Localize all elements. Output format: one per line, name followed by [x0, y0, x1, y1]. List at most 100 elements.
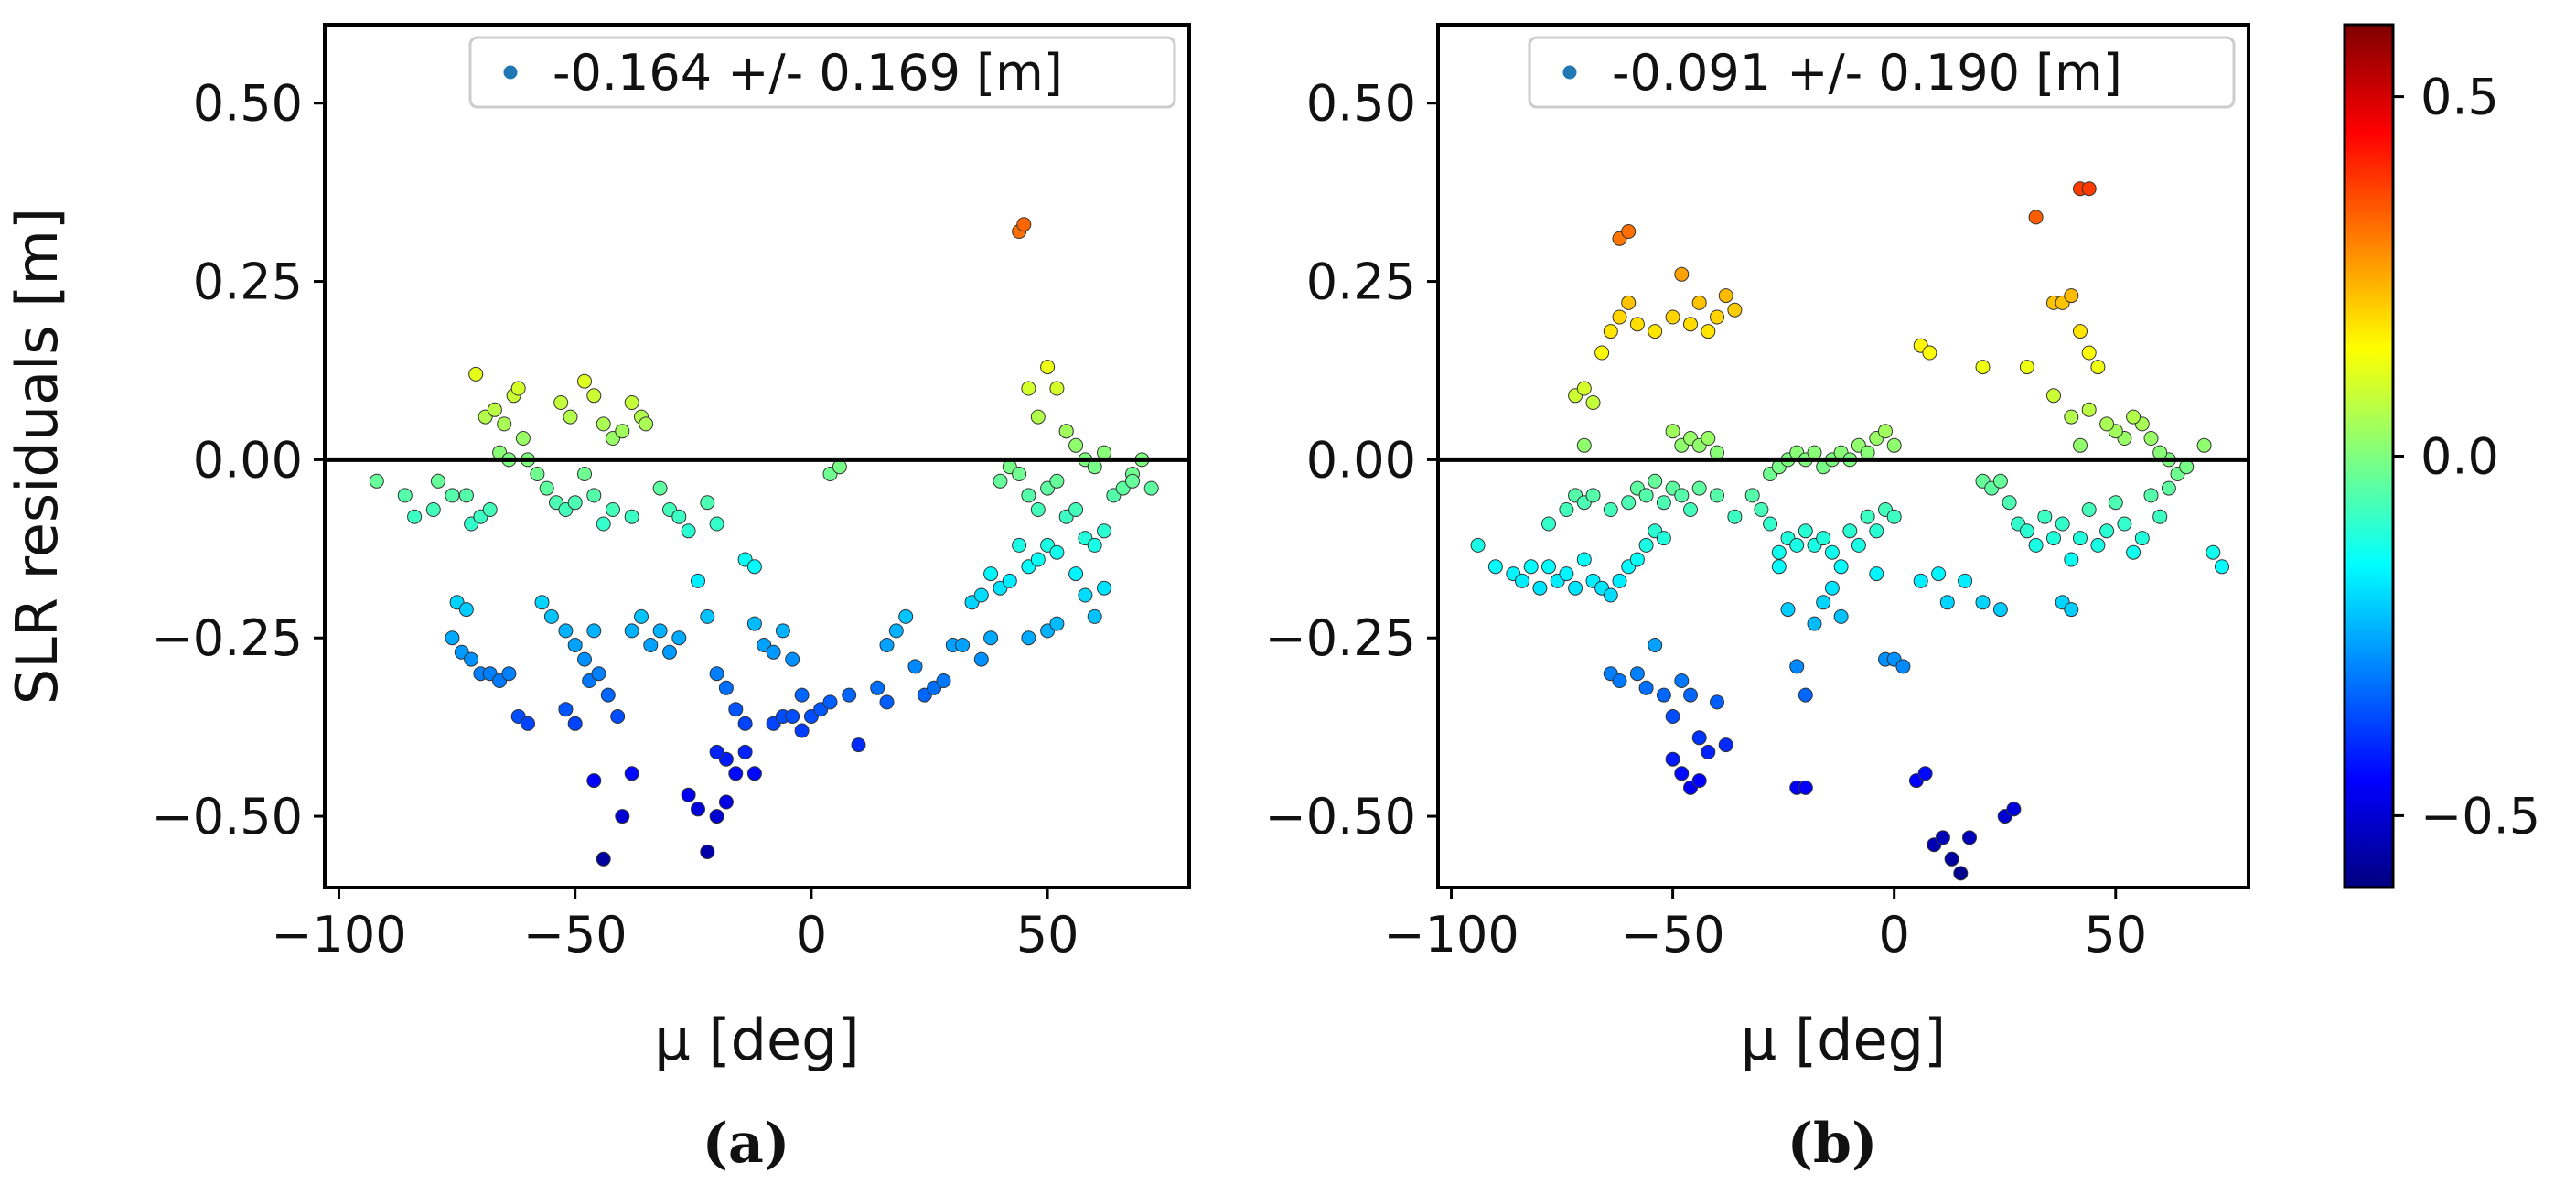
scatter-point — [1674, 488, 1690, 503]
y-tick-label: −0.25 — [152, 609, 303, 667]
scatter-point — [2064, 602, 2079, 618]
panel-label: (a) — [703, 1112, 790, 1176]
scatter-point — [1012, 467, 1027, 481]
colorbar-tick-label: 0.0 — [2420, 428, 2499, 486]
scatter-point — [1710, 445, 1724, 460]
scatter-point — [1665, 424, 1680, 439]
scatter-point — [879, 638, 895, 652]
scatter-point — [639, 416, 654, 432]
scatter-point — [1878, 424, 1893, 439]
scatter-point — [558, 702, 574, 717]
scatter-point — [2006, 802, 2022, 817]
scatter-point — [1097, 580, 1111, 596]
scatter-point — [1030, 552, 1046, 567]
scatter-point — [1833, 608, 1849, 624]
scatter-point — [1789, 659, 1805, 674]
legend-box — [468, 36, 1176, 109]
scatter-point — [691, 802, 705, 817]
scatter-point — [879, 694, 895, 710]
scatter-point — [624, 395, 639, 410]
scatter-point — [1727, 509, 1743, 524]
legend-label: -0.091 +/- 0.190 [m] — [1612, 44, 2122, 102]
scatter-point — [1049, 473, 1065, 489]
legend-label: -0.164 +/- 0.169 [m] — [553, 44, 1063, 102]
scatter-point — [1691, 480, 1707, 496]
scatter-point — [1895, 659, 1911, 674]
scatter-point — [1559, 566, 1574, 582]
scatter-point — [1648, 638, 1663, 652]
scatter-point — [2126, 409, 2141, 425]
scatter-point — [1944, 851, 1959, 867]
scatter-point — [425, 502, 441, 517]
scatter-point — [1683, 502, 1698, 517]
scatter-point — [973, 651, 989, 667]
scatter-point — [1771, 544, 1787, 560]
scatter-point — [2117, 516, 2132, 532]
scatter-point — [1030, 502, 1046, 517]
scatter-point — [2037, 509, 2053, 524]
scatter-point — [2152, 445, 2168, 460]
scatter-point — [577, 651, 592, 667]
scatter-point — [1691, 773, 1707, 789]
scatter-point — [577, 467, 592, 481]
scatter-point — [691, 573, 705, 588]
scatter-point — [1603, 587, 1618, 603]
scatter-point — [728, 766, 744, 781]
scatter-point — [1975, 595, 1991, 610]
scatter-point — [1992, 602, 2008, 618]
scatter-point — [515, 431, 531, 446]
scatter-point — [2108, 495, 2123, 511]
scatter-point — [842, 687, 857, 703]
scatter-point — [1559, 502, 1574, 517]
scatter-point — [993, 473, 1008, 489]
y-tick-label: 0.50 — [193, 75, 303, 133]
scatter-point — [681, 523, 696, 539]
x-axis-ticks: −100 −50 0 50 — [271, 888, 1079, 964]
scatter-point — [1992, 473, 2008, 489]
scatter-point — [1125, 473, 1140, 489]
scatter-point — [1021, 381, 1036, 396]
x-tick-label: 0 — [796, 906, 827, 964]
scatter-point — [973, 587, 989, 603]
scatter-point — [577, 373, 592, 389]
scatter-point — [2046, 388, 2061, 404]
scatter-point — [1913, 573, 1928, 588]
legend: -0.164 +/- 0.169 [m] — [468, 36, 1176, 109]
scatter-point — [1869, 523, 1884, 539]
scatter-point — [709, 666, 724, 682]
scatter-point — [600, 687, 616, 703]
scatter-point — [2055, 516, 2070, 532]
scatter-point — [1638, 537, 1654, 553]
scatter-point — [1656, 687, 1671, 703]
scatter-point — [1701, 324, 1716, 339]
scatter-point — [2090, 360, 2106, 375]
colorbar-ticks: 0.5 0.0 −0.5 — [2393, 69, 2540, 845]
scatter-point — [870, 680, 886, 695]
scatter-point — [1040, 360, 1056, 375]
scatter-point — [2002, 495, 2017, 511]
scatter-point — [662, 644, 677, 660]
y-axis-ticks: 0.50 0.25 0.00 −0.25 −0.50 — [152, 75, 325, 845]
scatter-point — [1487, 559, 1503, 575]
scatter-point — [1931, 566, 1947, 582]
scatter-point — [1068, 566, 1084, 582]
legend-box — [1528, 36, 2236, 109]
scatter-point — [482, 502, 498, 517]
scatter-point — [1744, 488, 1760, 503]
scatter-point — [1021, 630, 1036, 646]
scatter-point — [2126, 544, 2141, 560]
scatter-point — [2179, 459, 2195, 475]
y-tick-label: 0.25 — [1306, 253, 1416, 311]
scatter-point — [1016, 217, 1032, 232]
scatter-point — [501, 666, 517, 682]
scatter-point — [681, 787, 696, 802]
scatter-point — [737, 716, 753, 731]
scatter-point — [521, 716, 535, 731]
scatter-point — [558, 623, 574, 639]
scatter-point — [1718, 737, 1733, 753]
scatter-point — [1656, 531, 1671, 546]
scatter-point — [2152, 509, 2168, 524]
scatter-point — [1585, 395, 1601, 410]
scatter-point — [430, 473, 445, 489]
scatter-point — [1049, 616, 1065, 631]
